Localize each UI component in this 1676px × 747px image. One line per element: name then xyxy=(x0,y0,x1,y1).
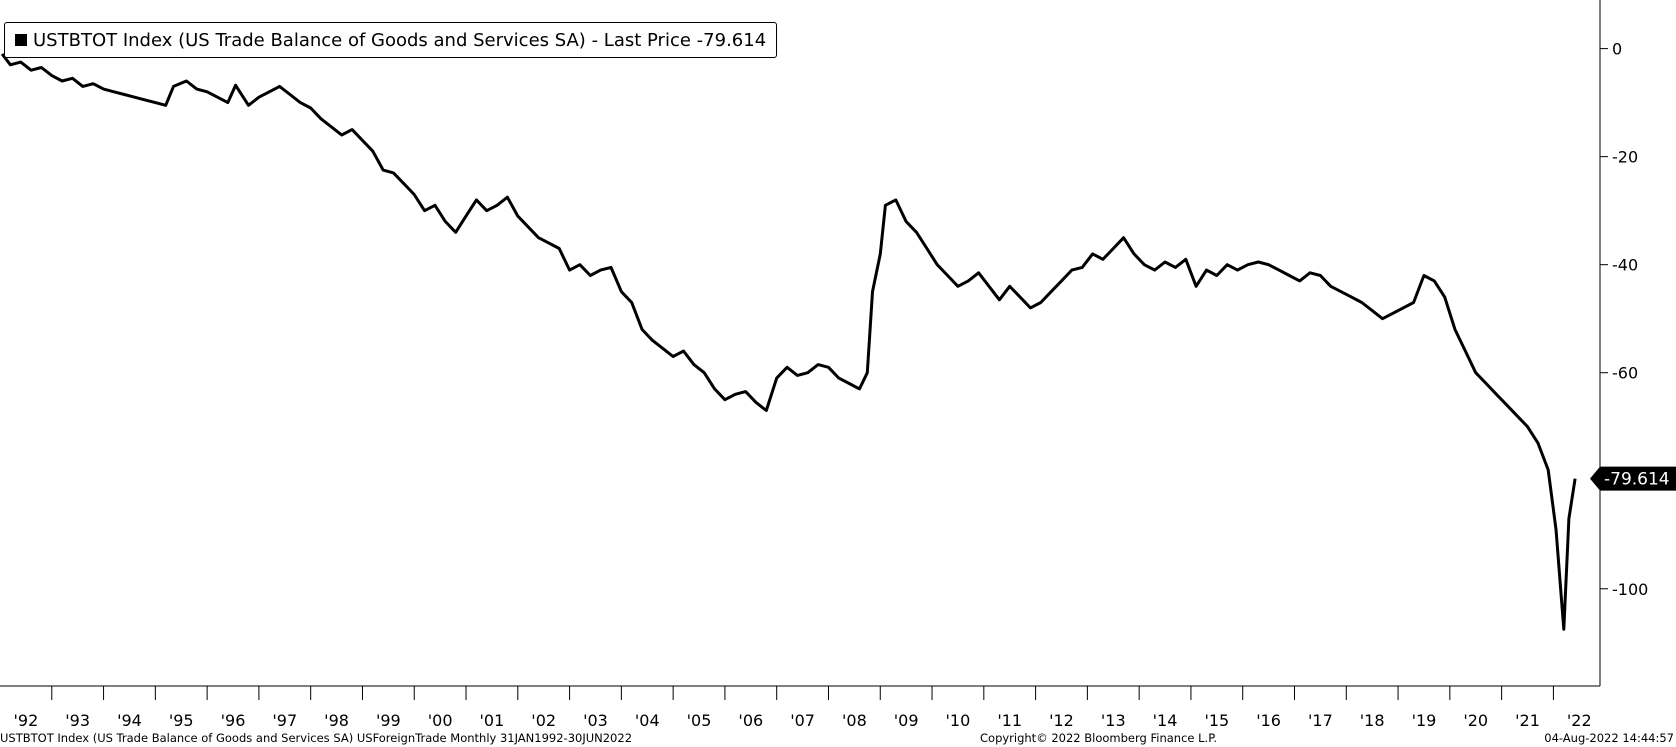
x-tick-label: '17 xyxy=(1308,711,1333,730)
footer-copyright: Copyright© 2022 Bloomberg Finance L.P. xyxy=(980,731,1217,745)
x-tick-label: '94 xyxy=(117,711,142,730)
last-value-tag xyxy=(1590,466,1676,491)
x-tick-label: '12 xyxy=(1049,711,1074,730)
x-axis: '92 '93 '94 '95 '96 '97 '98 '99 '00 '01 '02 '03 '04 '… xyxy=(0,685,1600,730)
x-tick-label: '21 xyxy=(1515,711,1540,730)
x-tick-label: '11 xyxy=(997,711,1022,730)
x-tick-label: '98 xyxy=(324,711,349,730)
y-tick-label: -20 xyxy=(1612,148,1638,167)
x-tick-label: '22 xyxy=(1567,711,1592,730)
x-tick-label: '06 xyxy=(738,711,763,730)
x-tick-label: '96 xyxy=(221,711,246,730)
x-tick-label: '00 xyxy=(428,711,453,730)
y-tick-label: 0 xyxy=(1612,40,1622,59)
x-tick-label: '20 xyxy=(1463,711,1488,730)
x-tick-label: '05 xyxy=(687,711,712,730)
y-axis: 0 -20 -40 -60 -100 xyxy=(1599,0,1648,686)
legend-separator: - xyxy=(585,29,604,51)
x-tick-label: '97 xyxy=(272,711,297,730)
last-value-label: -79.614 xyxy=(1604,470,1670,490)
legend-last-price-value: -79.614 xyxy=(696,29,767,51)
x-tick-label: '09 xyxy=(894,711,919,730)
y-tick-label: -100 xyxy=(1612,580,1648,599)
y-tick-label: -40 xyxy=(1612,256,1638,275)
x-tick-label: '02 xyxy=(531,711,556,730)
x-tick-label: '95 xyxy=(169,711,194,730)
x-tick-label: '04 xyxy=(635,711,660,730)
y-tick-label: -60 xyxy=(1612,364,1638,383)
x-tick-label: '92 xyxy=(14,711,39,730)
x-tick-label: '08 xyxy=(842,711,867,730)
x-tick-label: '07 xyxy=(790,711,815,730)
legend: USTBTOT Index (US Trade Balance of Goods… xyxy=(4,22,778,58)
x-tick-label: '93 xyxy=(65,711,90,730)
legend-series-label: USTBTOT Index (US Trade Balance of Goods… xyxy=(33,29,586,51)
x-tick-label: '18 xyxy=(1360,711,1385,730)
series-line xyxy=(0,53,1577,631)
plot-area xyxy=(0,53,1577,631)
x-tick-label: '03 xyxy=(583,711,608,730)
legend-swatch-icon xyxy=(15,34,27,46)
last-value-marker: -79.614 xyxy=(1590,466,1676,491)
x-tick-label: '19 xyxy=(1412,711,1437,730)
x-tick-label: '99 xyxy=(376,711,401,730)
x-tick-label: '14 xyxy=(1153,711,1178,730)
x-tick-label: '10 xyxy=(946,711,971,730)
x-tick-label: '15 xyxy=(1204,711,1229,730)
footer-timestamp: 04-Aug-2022 14:44:57 xyxy=(1544,731,1674,745)
x-tick-label: '16 xyxy=(1256,711,1281,730)
x-tick-label: '01 xyxy=(480,711,505,730)
footer-source: USTBTOT Index (US Trade Balance of Goods… xyxy=(0,731,633,745)
x-tick-label: '13 xyxy=(1101,711,1126,730)
legend-last-price-label: Last Price xyxy=(603,29,691,51)
